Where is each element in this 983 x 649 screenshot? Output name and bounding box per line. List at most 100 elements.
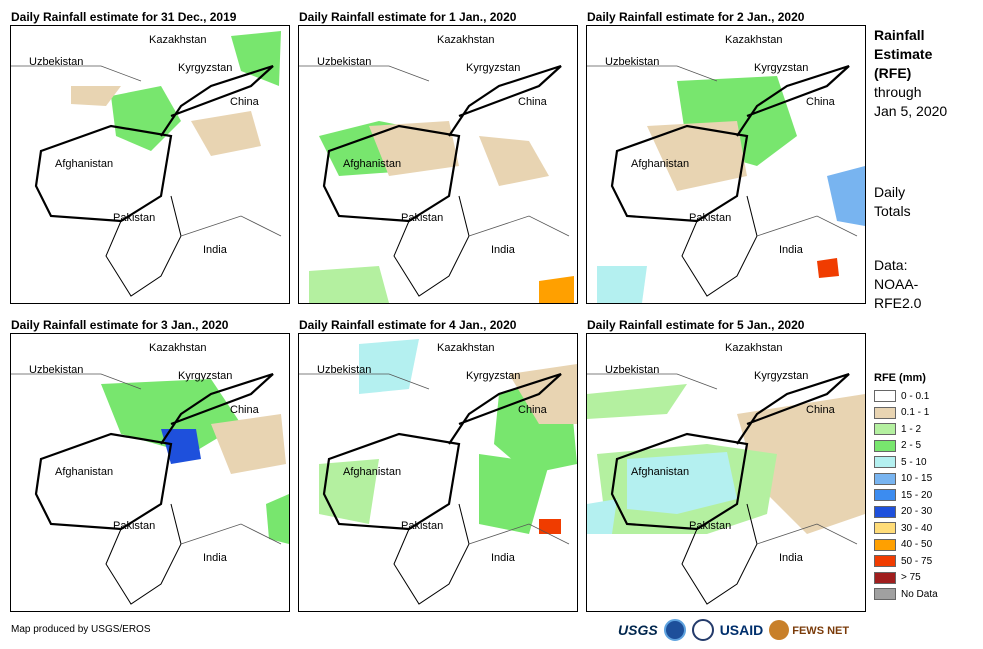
label-pakistan: Pakistan	[113, 212, 156, 224]
legend-item: 1 - 2	[874, 421, 974, 438]
fews-net-text: FEWS NET	[792, 625, 850, 638]
label-china: China	[518, 96, 547, 108]
daily-line-1: Daily	[874, 184, 906, 200]
label-pakistan: Pakistan	[113, 520, 156, 532]
panel-title-1: Daily Rainfall estimate for 31 Dec., 201…	[11, 10, 237, 24]
panel-title-6: Daily Rainfall estimate for 5 Jan., 2020	[587, 318, 805, 332]
data-line-2: NOAA-	[874, 276, 919, 292]
legend-swatch	[874, 571, 896, 584]
legend-item: > 75	[874, 570, 974, 587]
label-uzbekistan: Uzbekistan	[605, 56, 660, 68]
border	[299, 373, 430, 390]
label-kyrgyzstan: Kyrgyzstan	[754, 62, 809, 74]
border	[756, 523, 858, 545]
heading-line-2: Estimate	[874, 46, 933, 62]
rain-area	[231, 31, 281, 86]
heading-line-1: Rainfall	[874, 27, 925, 43]
label-india: India	[491, 552, 515, 564]
rain-area	[191, 111, 261, 156]
pakistan-border	[105, 503, 182, 605]
legend-swatch	[874, 489, 896, 502]
legend-item: 20 - 30	[874, 504, 974, 521]
data-line-3: RFE2.0	[874, 295, 922, 311]
label-india: India	[491, 244, 515, 256]
legend-item: 0.1 - 1	[874, 405, 974, 422]
pakistan-border	[681, 195, 758, 297]
legend-label: 2 - 5	[901, 440, 922, 452]
pakistan-border	[105, 195, 182, 297]
kyrgyzstan-border	[448, 64, 562, 137]
rain-area	[266, 494, 289, 544]
label-uzbekistan: Uzbekistan	[29, 364, 84, 376]
legend-item: 50 - 75	[874, 553, 974, 570]
legend-item: 30 - 40	[874, 520, 974, 537]
rain-area	[817, 258, 839, 278]
label-china: China	[518, 404, 547, 416]
map-graphic	[11, 31, 282, 297]
afghanistan-border	[610, 432, 749, 531]
rain-area	[539, 519, 561, 534]
label-china: China	[230, 404, 259, 416]
label-kazakhstan: Kazakhstan	[437, 342, 495, 354]
label-afghanistan: Afghanistan	[55, 158, 114, 170]
usaid-logo: USAID	[719, 622, 764, 638]
rain-area	[587, 499, 617, 534]
label-kyrgyzstan: Kyrgyzstan	[178, 62, 233, 74]
rain-area	[319, 459, 379, 524]
kyrgyzstan-border	[160, 64, 274, 137]
label-afghanistan: Afghanistan	[631, 466, 690, 478]
border	[756, 215, 858, 237]
legend-item: 10 - 15	[874, 471, 974, 488]
legend-item: 40 - 50	[874, 537, 974, 554]
label-pakistan: Pakistan	[689, 212, 732, 224]
afghanistan-border	[610, 124, 749, 223]
seal-logo	[691, 619, 714, 641]
rainfall-map-4-jan: Kazakhstan Uzbekistan Kyrgyzstan China A…	[298, 333, 578, 612]
legend-label: 30 - 40	[901, 522, 933, 534]
label-uzbekistan: Uzbekistan	[29, 56, 84, 68]
label-kazakhstan: Kazakhstan	[149, 34, 207, 46]
map-graphic	[587, 64, 865, 303]
agency-logos: USGS USAID FEWS NET	[618, 617, 849, 643]
rain-area	[597, 266, 647, 303]
legend-label: 0 - 0.1	[901, 390, 930, 402]
legend-swatch	[874, 522, 896, 535]
legend-swatch	[874, 456, 896, 469]
rain-area	[587, 384, 687, 419]
label-kyrgyzstan: Kyrgyzstan	[466, 62, 521, 74]
legend-swatch	[874, 555, 896, 568]
label-china: China	[230, 96, 259, 108]
data-source: Data: NOAA- RFE2.0	[874, 256, 921, 313]
rainfall-map-5-jan: Kazakhstan Uzbekistan Kyrgyzstan China A…	[586, 333, 866, 612]
rain-area	[71, 86, 121, 106]
border	[587, 65, 718, 82]
legend-label: No Data	[901, 588, 938, 600]
label-kyrgyzstan: Kyrgyzstan	[178, 370, 233, 382]
rain-area	[309, 266, 389, 303]
rain-area	[827, 166, 865, 226]
pakistan-border	[393, 195, 470, 297]
label-afghanistan: Afghanistan	[55, 466, 114, 478]
label-pakistan: Pakistan	[401, 520, 444, 532]
afghanistan-border	[322, 432, 461, 531]
noaa-logo	[663, 619, 686, 641]
rain-area	[359, 339, 419, 394]
label-kyrgyzstan: Kyrgyzstan	[466, 370, 521, 382]
daily-totals: Daily Totals	[874, 183, 911, 221]
border	[299, 65, 430, 82]
legend-label: 15 - 20	[901, 489, 933, 501]
label-kazakhstan: Kazakhstan	[149, 342, 207, 354]
legend-swatch	[874, 538, 896, 551]
map-graphic	[299, 339, 577, 605]
rainfall-map-31-dec: Kazakhstan Uzbekistan Kyrgyzstan China A…	[10, 25, 290, 304]
kyrgyzstan-border	[736, 64, 850, 137]
label-kazakhstan: Kazakhstan	[725, 342, 783, 354]
kyrgyzstan-border	[448, 372, 562, 445]
label-afghanistan: Afghanistan	[343, 466, 402, 478]
legend-label: 10 - 15	[901, 473, 933, 485]
panel-title-5: Daily Rainfall estimate for 4 Jan., 2020	[299, 318, 517, 332]
rain-area	[161, 429, 201, 464]
label-afghanistan: Afghanistan	[631, 158, 690, 170]
rain-area	[737, 394, 865, 534]
legend-label: 50 - 75	[901, 555, 933, 567]
